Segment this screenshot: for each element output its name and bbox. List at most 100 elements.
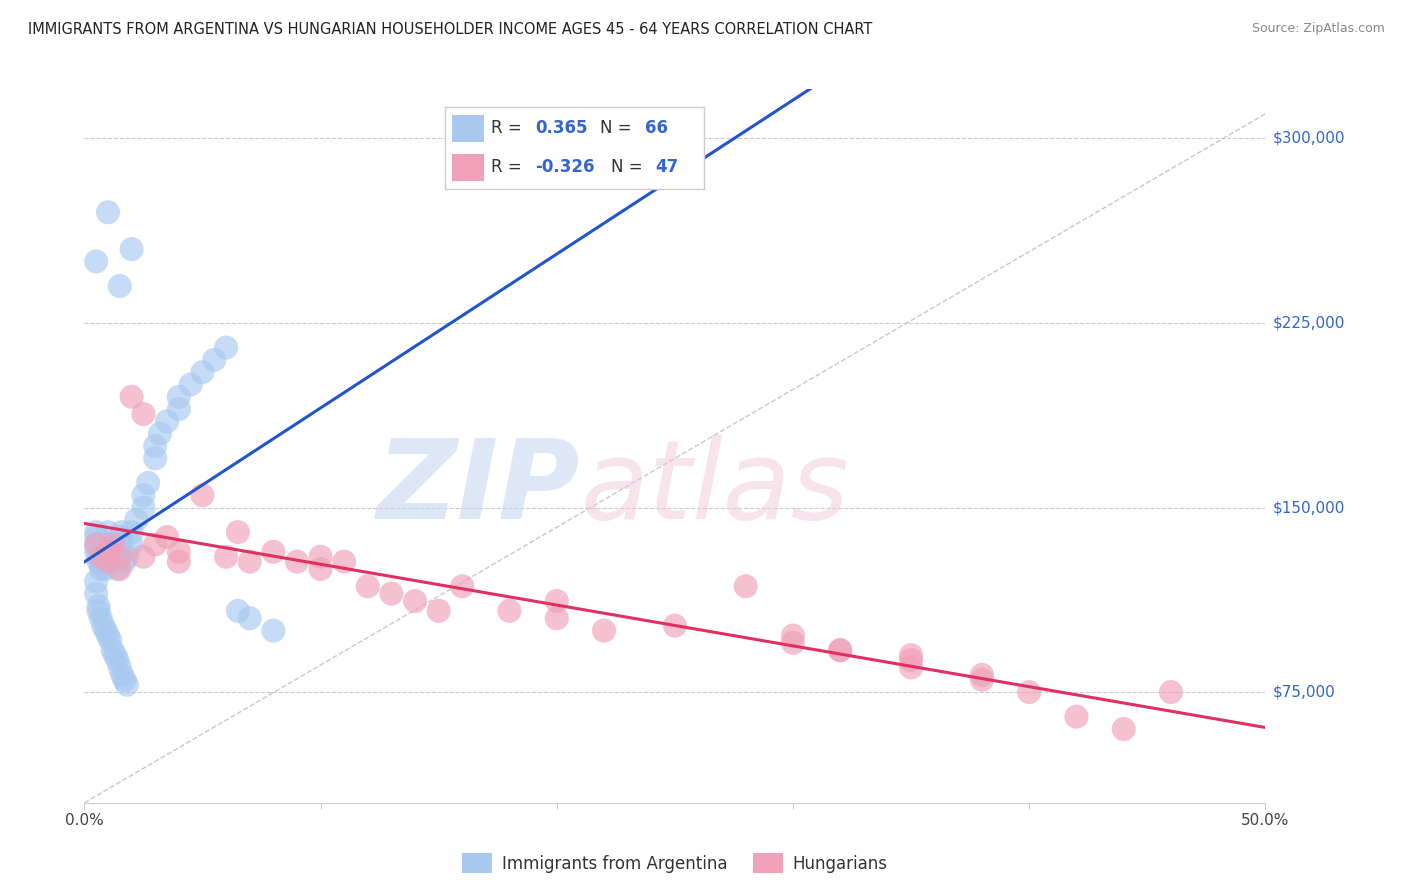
Point <box>121 537 143 551</box>
Point <box>191 365 214 379</box>
Point <box>121 242 143 256</box>
Point <box>90 557 112 571</box>
Point <box>90 611 112 625</box>
Point <box>830 643 852 657</box>
Point <box>115 549 138 564</box>
Point <box>427 604 450 618</box>
Point <box>84 537 107 551</box>
Point <box>87 599 110 613</box>
Text: IMMIGRANTS FROM ARGENTINA VS HUNGARIAN HOUSEHOLDER INCOME AGES 45 - 64 YEARS COR: IMMIGRANTS FROM ARGENTINA VS HUNGARIAN H… <box>28 22 873 37</box>
Point <box>84 254 107 268</box>
Point <box>132 407 155 421</box>
Point <box>97 555 120 569</box>
Point <box>101 549 124 564</box>
Point <box>498 604 520 618</box>
Point <box>239 611 262 625</box>
Legend: Immigrants from Argentina, Hungarians: Immigrants from Argentina, Hungarians <box>456 847 894 880</box>
Point <box>1160 685 1182 699</box>
Point <box>167 390 190 404</box>
Point <box>900 653 922 667</box>
Point <box>111 668 134 682</box>
Point <box>84 537 107 551</box>
Point <box>97 537 120 551</box>
Point <box>97 205 120 219</box>
Text: Source: ZipAtlas.com: Source: ZipAtlas.com <box>1251 22 1385 36</box>
Point <box>143 537 166 551</box>
Point <box>149 426 172 441</box>
Point <box>97 628 120 642</box>
Point <box>132 488 155 502</box>
Point <box>143 439 166 453</box>
Point <box>167 555 190 569</box>
Point <box>84 587 107 601</box>
Point <box>91 618 114 632</box>
Point <box>136 475 159 490</box>
Point <box>404 594 426 608</box>
Point <box>1018 685 1040 699</box>
Text: $75,000: $75,000 <box>1272 684 1336 699</box>
Point <box>84 545 107 559</box>
Point <box>111 537 134 551</box>
Point <box>970 673 993 687</box>
Point <box>451 579 474 593</box>
Point <box>900 648 922 662</box>
Text: $150,000: $150,000 <box>1272 500 1344 515</box>
Point <box>132 549 155 564</box>
Point <box>156 530 179 544</box>
Point <box>191 488 214 502</box>
Point <box>111 525 134 540</box>
Point <box>107 562 129 576</box>
Point <box>970 668 993 682</box>
Point <box>226 525 249 540</box>
Point <box>156 414 179 428</box>
Point <box>226 604 249 618</box>
Point <box>94 562 117 576</box>
Point <box>782 636 804 650</box>
Point <box>108 279 131 293</box>
Point <box>97 549 120 564</box>
Point <box>101 537 124 551</box>
Point <box>84 530 107 544</box>
Point <box>108 530 131 544</box>
Point <box>115 678 138 692</box>
Text: atlas: atlas <box>581 435 849 542</box>
Point <box>309 562 332 576</box>
Point <box>357 579 380 593</box>
Point <box>143 451 166 466</box>
Point <box>98 633 121 648</box>
Point <box>262 545 284 559</box>
Point <box>900 660 922 674</box>
Point <box>87 555 110 569</box>
Point <box>107 549 129 564</box>
Point <box>91 555 114 569</box>
Point <box>202 352 225 367</box>
Point <box>87 604 110 618</box>
Point <box>285 555 308 569</box>
Text: $300,000: $300,000 <box>1272 131 1346 146</box>
Text: $225,000: $225,000 <box>1272 316 1344 330</box>
Point <box>104 648 127 662</box>
Point <box>107 653 129 667</box>
Point <box>91 549 114 564</box>
Point <box>84 525 107 540</box>
Point <box>121 390 143 404</box>
Point <box>1066 709 1088 723</box>
Point <box>114 555 136 569</box>
Point <box>593 624 616 638</box>
Point <box>121 525 143 540</box>
Point <box>546 611 568 625</box>
Point <box>108 562 131 576</box>
Point <box>664 618 686 632</box>
Point <box>333 555 356 569</box>
Point <box>108 660 131 674</box>
Point <box>108 549 131 564</box>
Point <box>101 643 124 657</box>
Point <box>180 377 202 392</box>
Point <box>239 555 262 569</box>
Point <box>101 537 124 551</box>
Point <box>546 594 568 608</box>
Point <box>108 545 131 559</box>
Point <box>125 513 148 527</box>
Point <box>97 555 120 569</box>
Point <box>262 624 284 638</box>
